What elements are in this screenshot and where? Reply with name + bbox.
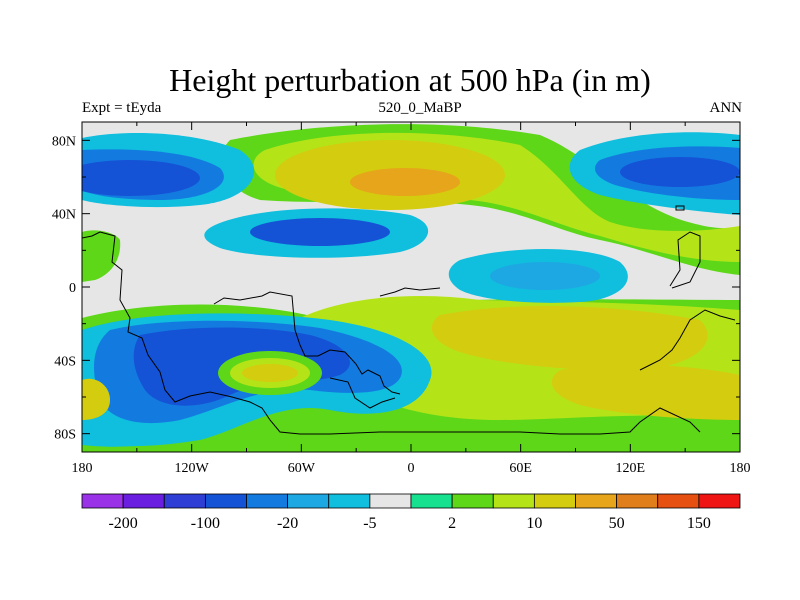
x-tick-label: 60E bbox=[509, 461, 532, 476]
chart-title: Height perturbation at 500 hPa (in m) bbox=[169, 62, 651, 98]
x-tick-label: 180 bbox=[730, 461, 751, 476]
colorbar-label: 10 bbox=[526, 515, 542, 532]
colorbar-swatch bbox=[657, 493, 700, 509]
y-tick-label: 40S bbox=[54, 354, 76, 369]
colorbar-label: 50 bbox=[609, 515, 625, 532]
coastline-path-3 bbox=[329, 377, 396, 409]
colorbar-label: -20 bbox=[277, 515, 298, 532]
coastline-path-8 bbox=[82, 231, 101, 239]
colorbar-swatch bbox=[616, 493, 659, 509]
colorbar-swatch bbox=[204, 493, 247, 509]
colorbar-swatch bbox=[122, 493, 165, 509]
colorbar-swatch bbox=[492, 493, 535, 509]
colorbar-label: -100 bbox=[191, 515, 220, 532]
colorbar-label: 150 bbox=[687, 515, 711, 532]
colorbar-swatch bbox=[81, 493, 124, 509]
season-label: ANN bbox=[709, 100, 743, 116]
y-tick-label: 0 bbox=[69, 281, 76, 296]
coastline-path-4 bbox=[379, 287, 441, 297]
colorbar-swatch bbox=[451, 493, 494, 509]
colorbar-swatch bbox=[246, 493, 289, 509]
period-label: 520_0_MaBP bbox=[378, 100, 462, 116]
coastline-path-2 bbox=[213, 291, 401, 395]
coastline-path-7 bbox=[675, 205, 685, 211]
colorbar-swatch bbox=[163, 493, 206, 509]
y-tick-label: 40N bbox=[52, 208, 76, 223]
x-tick-label: 60W bbox=[288, 461, 316, 476]
contour-east-lightblue bbox=[490, 262, 600, 290]
coastline-path-6 bbox=[669, 231, 701, 289]
x-tick-label: 120E bbox=[616, 461, 646, 476]
x-tick-label: 0 bbox=[408, 461, 415, 476]
colorbar-swatch bbox=[287, 493, 330, 509]
y-tick-label: 80S bbox=[54, 428, 76, 443]
contour-mid-blue bbox=[250, 218, 390, 246]
x-tick-label: 180 bbox=[72, 461, 93, 476]
experiment-label: Expt = tEyda bbox=[82, 100, 162, 116]
contour-north-orange bbox=[350, 168, 460, 196]
contour-sw-yellow bbox=[242, 364, 298, 382]
contour-south-yellow bbox=[431, 305, 708, 371]
colorbar-label: -5 bbox=[363, 515, 376, 532]
colorbar-swatch bbox=[410, 493, 453, 509]
colorbar-swatch bbox=[698, 493, 741, 509]
colorbar: -200 -100 -20 -5 2 10 50 150 bbox=[81, 493, 741, 532]
coastline-path-5 bbox=[639, 309, 736, 371]
contour-west-green bbox=[82, 230, 121, 282]
contour-sw-edge-yellow bbox=[82, 378, 110, 420]
colorbar-label: -200 bbox=[108, 515, 137, 532]
colorbar-swatch bbox=[533, 493, 576, 509]
colorbar-label: 2 bbox=[448, 515, 456, 532]
contour-ne-darkblue bbox=[620, 157, 740, 187]
x-tick-label: 120W bbox=[175, 461, 210, 476]
axis-layer: 180 120W 60W 0 60E 120E 180 80N 40N 0 40S 80S bbox=[52, 122, 751, 476]
y-tick-label: 80N bbox=[52, 134, 76, 149]
colorbar-swatch bbox=[369, 493, 412, 509]
coastlines bbox=[82, 205, 736, 435]
coastline-path-1 bbox=[99, 231, 701, 435]
colorbar-swatch bbox=[575, 493, 618, 509]
colorbar-swatch bbox=[328, 493, 371, 509]
contour-field bbox=[82, 122, 740, 452]
contour-nw-darkblue bbox=[82, 160, 200, 196]
contour-se-yellow bbox=[551, 364, 740, 420]
